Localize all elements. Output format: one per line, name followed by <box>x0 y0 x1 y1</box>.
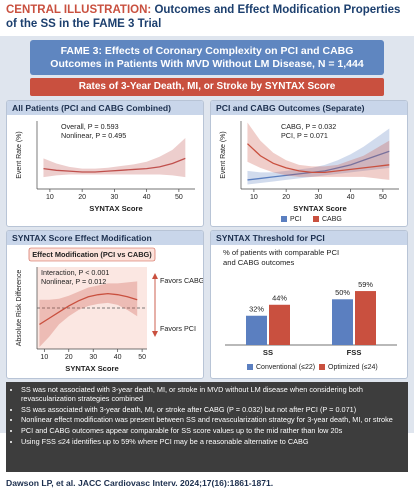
confidence-band <box>247 122 390 180</box>
x-tick-label: 10 <box>46 194 54 201</box>
key-point: SS was not associated with 3-year death,… <box>21 385 402 404</box>
x-tick-label: SS <box>263 348 273 357</box>
x-tick-label: 30 <box>89 354 97 361</box>
bar <box>246 315 267 345</box>
x-tick-label: 20 <box>65 354 73 361</box>
confidence-band <box>39 281 138 347</box>
key-point: Nonlinear effect modification was presen… <box>21 415 402 424</box>
x-tick-label: 40 <box>347 194 355 201</box>
value-label: 32% <box>249 305 264 314</box>
key-points: SS was not associated with 3-year death,… <box>6 382 408 472</box>
x-tick-label: 30 <box>314 194 322 201</box>
panel-title: PCI and CABG Outcomes (Separate) <box>211 101 407 115</box>
section-title: Rates of 3-Year Death, MI, or Stroke by … <box>30 78 384 96</box>
bar <box>355 291 376 345</box>
chart: 10 20 30 40 50 SYNTAX Score Event Rate (%) Over… <box>16 121 195 213</box>
legend-swatch <box>313 216 319 222</box>
x-tick-label: 20 <box>282 194 290 201</box>
chart: Effect Modification (PCI vs CABG) 10 20 30 4… <box>16 247 203 373</box>
legend-label: Conventional (≤22) <box>256 364 315 371</box>
legend-label: CABG <box>322 216 342 223</box>
header-title: Outcomes and Effect Modification Propert… <box>6 4 401 30</box>
confidence-band <box>247 128 390 185</box>
bar <box>269 304 290 345</box>
panel: SYNTAX Score Effect Modification Effect … <box>6 230 204 379</box>
panel-title: SYNTAX Score Effect Modification <box>7 231 203 245</box>
chart: 10 20 30 40 50 SYNTAX Score Event Rate (%) CABG… <box>220 121 399 223</box>
annotation: Nonlinear, P = 0.012 <box>41 277 106 286</box>
banner-text: FAME 3: Effects of Coronary Complexity o… <box>50 44 364 70</box>
header: CENTRAL ILLUSTRATION: Outcomes and Effec… <box>6 3 410 31</box>
annotation: PCI, P = 0.071 <box>281 131 328 140</box>
header-label: CENTRAL ILLUSTRATION: <box>6 4 152 16</box>
arrow-head <box>152 331 158 337</box>
confidence-band <box>43 138 186 178</box>
subtitle: Effect Modification (PCI vs CABG) <box>32 250 152 259</box>
panel: SYNTAX Threshold for PCI % of patients w… <box>210 230 408 379</box>
x-tick-label: FSS <box>347 348 362 357</box>
panel: PCI and CABG Outcomes (Separate) 10 20 30 4… <box>210 100 408 227</box>
panel-subtitle: % of patients with comparable PCI and CA… <box>223 248 340 267</box>
key-point: Using FSS ≤24 identifies up to 59% where… <box>21 437 402 446</box>
annotation: Nonlinear, P = 0.495 <box>61 131 126 140</box>
value-label: 50% <box>335 288 350 297</box>
legend-label: Optimized (≤24) <box>328 364 378 371</box>
key-point: PCI and CABG outcomes appear comparable … <box>21 426 402 435</box>
x-tick-label: 40 <box>143 194 151 201</box>
x-tick-label: 20 <box>78 194 86 201</box>
annotation: CABG, P = 0.032 <box>281 122 336 131</box>
x-axis-label: SYNTAX Score <box>89 204 142 213</box>
value-label: 44% <box>272 294 287 303</box>
chart: SS 32% 44% FSS 50% 59% Conventional (≤22) Optim… <box>225 280 397 371</box>
x-tick-label: 30 <box>110 194 118 201</box>
y-axis-label: Event Rate (%) <box>220 131 227 178</box>
panel-title: SYNTAX Threshold for PCI <box>211 231 407 245</box>
x-tick-label: 10 <box>40 354 48 361</box>
legend-label: PCI <box>290 216 302 223</box>
line <box>39 292 138 325</box>
x-axis-label: SYNTAX Score <box>293 204 346 213</box>
arrow-head <box>152 273 158 279</box>
banner: FAME 3: Effects of Coronary Complexity o… <box>30 40 384 75</box>
x-axis-label: SYNTAX Score <box>65 364 118 373</box>
x-tick-label: 50 <box>138 354 146 361</box>
y-axis-label: Absolute Risk Difference <box>16 270 23 347</box>
x-tick-label: 40 <box>114 354 122 361</box>
annotation: Interaction, P < 0.001 <box>41 268 109 277</box>
key-points-list: SS was not associated with 3-year death,… <box>10 385 402 446</box>
bar <box>332 299 353 345</box>
panel-title: All Patients (PCI and CABG Combined) <box>7 101 203 115</box>
favors-label: Favors CABG <box>160 276 203 285</box>
line <box>247 150 390 181</box>
x-tick-label: 50 <box>175 194 183 201</box>
panel: All Patients (PCI and CABG Combined) 10 2… <box>6 100 204 227</box>
subtitle-box <box>28 247 156 262</box>
legend-swatch <box>281 216 287 222</box>
annotation: Overall, P = 0.593 <box>61 122 119 131</box>
line <box>43 157 186 173</box>
legend-swatch <box>319 364 325 370</box>
favors-label: Favors PCI <box>160 324 196 333</box>
y-axis-label: Event Rate (%) <box>16 131 23 178</box>
legend-swatch <box>247 364 253 370</box>
line <box>247 143 390 174</box>
key-point: SS was associated with 3-year death, MI,… <box>21 405 402 414</box>
value-label: 59% <box>358 280 373 289</box>
citation: Dawson LP, et al. JACC Cardiovasc Interv… <box>6 478 274 488</box>
x-tick-label: 10 <box>250 194 258 201</box>
x-tick-label: 50 <box>379 194 387 201</box>
